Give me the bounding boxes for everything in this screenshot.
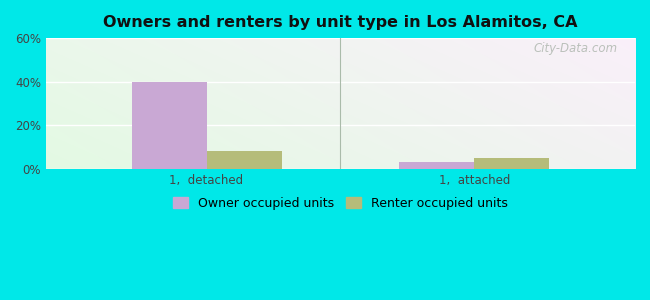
Text: City-Data.com: City-Data.com [533,42,618,55]
Bar [131,82,207,169]
Bar [207,152,281,169]
Legend: Owner occupied units, Renter occupied units: Owner occupied units, Renter occupied un… [168,192,514,215]
Title: Owners and renters by unit type in Los Alamitos, CA: Owners and renters by unit type in Los A… [103,15,578,30]
Bar [474,158,549,169]
Bar [399,162,474,169]
